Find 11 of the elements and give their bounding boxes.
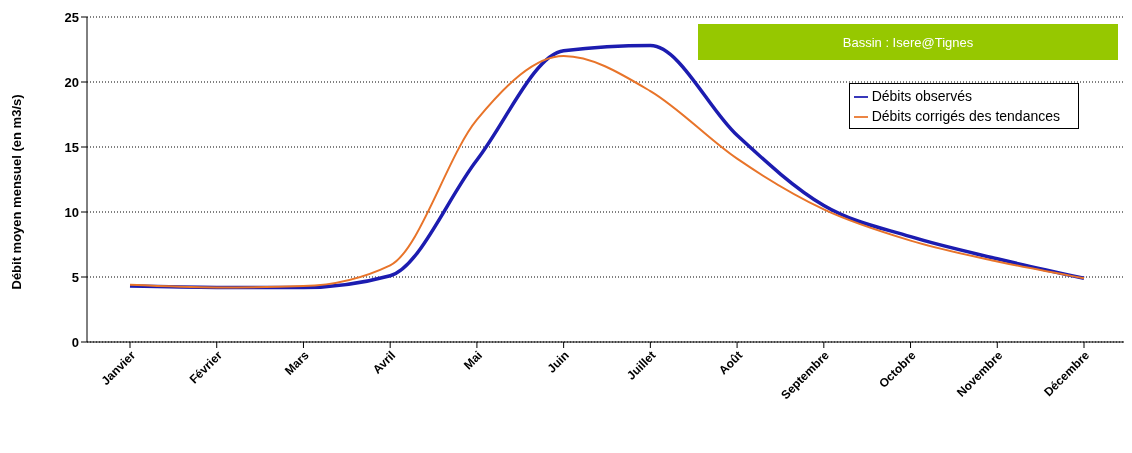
legend-label: Débits corrigés des tendances bbox=[871, 108, 1060, 124]
title-banner: Bassin : Isere@Tignes bbox=[698, 24, 1118, 60]
y-tick-label: 10 bbox=[64, 204, 79, 220]
y-tick-label: 5 bbox=[71, 269, 79, 285]
legend-label: Débits observés bbox=[871, 88, 973, 104]
y-tick-label: 15 bbox=[64, 139, 79, 155]
y-tick-label: 25 bbox=[64, 9, 79, 25]
y-tick-label: 0 bbox=[71, 334, 79, 350]
y-axis-title: Débit moyen mensuel (en m3/s) bbox=[8, 94, 24, 290]
y-tick-label: 20 bbox=[64, 74, 79, 90]
x-tick-label: Mai bbox=[461, 348, 486, 373]
